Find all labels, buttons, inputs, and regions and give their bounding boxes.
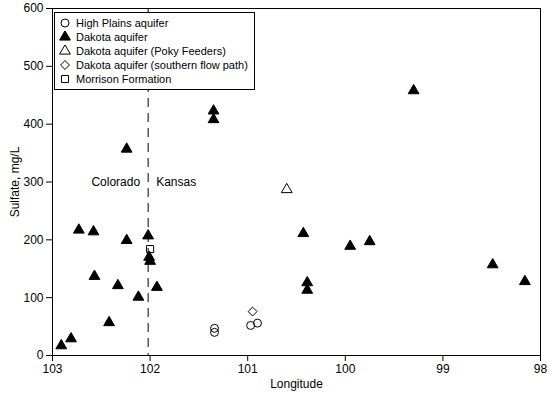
svg-text:Kansas: Kansas bbox=[156, 175, 196, 189]
svg-text:Longitude: Longitude bbox=[270, 377, 323, 391]
svg-text:Sulfate, mg/L: Sulfate, mg/L bbox=[8, 146, 22, 217]
svg-text:100: 100 bbox=[335, 362, 355, 376]
svg-text:400: 400 bbox=[23, 117, 43, 131]
svg-text:99: 99 bbox=[436, 362, 450, 376]
html-text:High Plains aquifer: High Plains aquifer bbox=[76, 17, 169, 29]
svg-text:100: 100 bbox=[23, 291, 43, 305]
svg-text:600: 600 bbox=[23, 1, 43, 15]
svg-text:0: 0 bbox=[37, 348, 44, 362]
html-text:Dakota aquifer (Poky Feeders): Dakota aquifer (Poky Feeders) bbox=[76, 45, 226, 57]
svg-text:101: 101 bbox=[238, 362, 258, 376]
svg-text:200: 200 bbox=[23, 233, 43, 247]
svg-text:102: 102 bbox=[140, 362, 160, 376]
svg-text:300: 300 bbox=[23, 175, 43, 189]
html-text:Morrison Formation: Morrison Formation bbox=[76, 73, 172, 85]
html-text:Dakota aquifer (southern flow: Dakota aquifer (southern flow path) bbox=[76, 59, 248, 71]
html-text:Dakota aquifer: Dakota aquifer bbox=[76, 31, 148, 43]
svg-text:500: 500 bbox=[23, 59, 43, 73]
svg-text:98: 98 bbox=[534, 362, 548, 376]
svg-text:103: 103 bbox=[42, 362, 62, 376]
svg-text:Colorado: Colorado bbox=[91, 175, 140, 189]
